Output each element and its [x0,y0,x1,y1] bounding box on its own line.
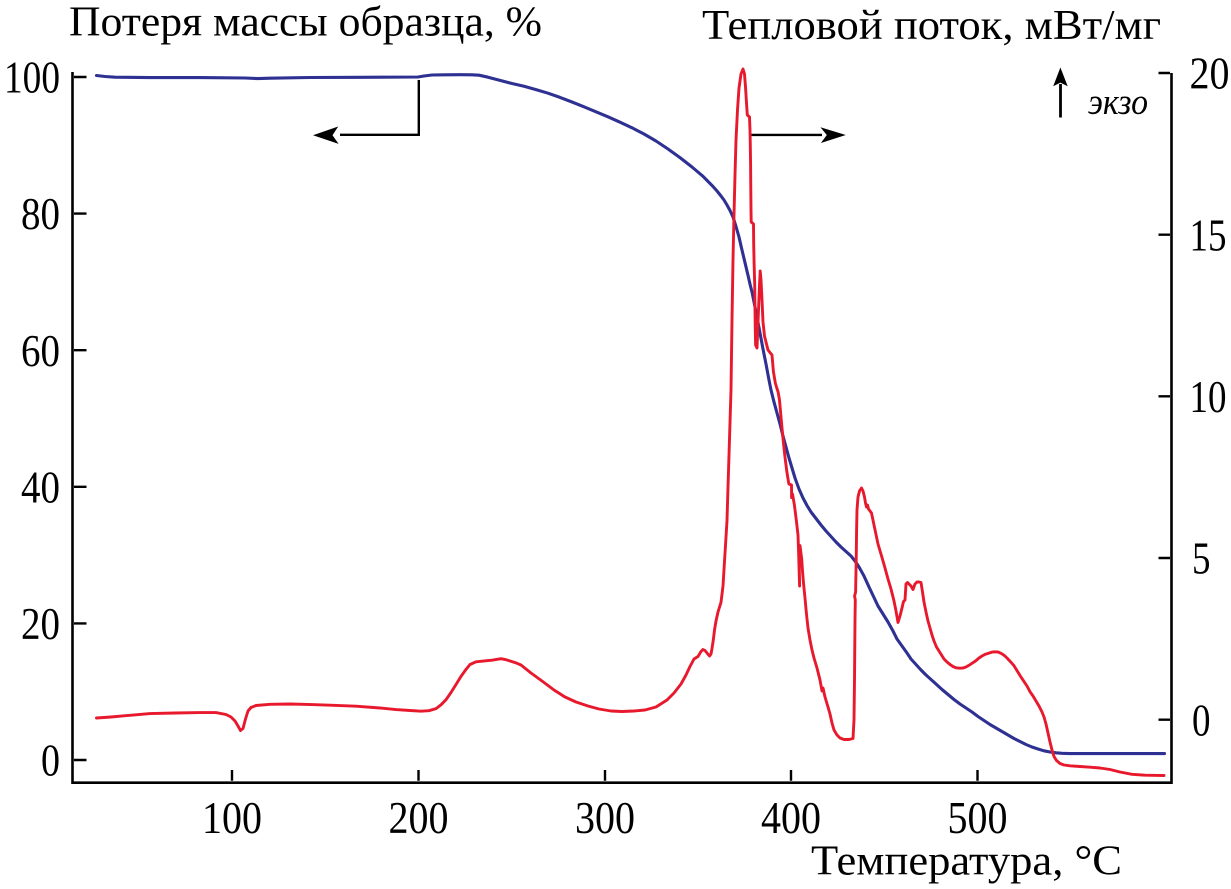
svg-text:60: 60 [21,325,60,376]
svg-text:400: 400 [761,792,821,843]
svg-text:0: 0 [1192,694,1211,745]
svg-text:20: 20 [1190,48,1230,99]
svg-text:80: 80 [21,188,60,239]
svg-text:0: 0 [41,735,60,786]
svg-text:15: 15 [1190,209,1227,260]
svg-text:экзо: экзо [1088,82,1148,123]
svg-text:500: 500 [948,792,1008,843]
svg-text:Тепловой поток, мВт/мг: Тепловой поток, мВт/мг [702,3,1161,49]
svg-text:100: 100 [4,52,60,103]
svg-text:100: 100 [202,792,262,843]
svg-text:20: 20 [21,598,60,649]
svg-text:10: 10 [1190,371,1227,422]
svg-text:200: 200 [389,792,449,843]
svg-text:300: 300 [575,792,635,843]
svg-text:Потеря массы образца, %: Потеря массы образца, % [69,0,542,46]
svg-text:5: 5 [1192,533,1211,584]
svg-text:40: 40 [21,461,60,512]
svg-text:Температура, °C: Температура, °C [811,839,1122,885]
